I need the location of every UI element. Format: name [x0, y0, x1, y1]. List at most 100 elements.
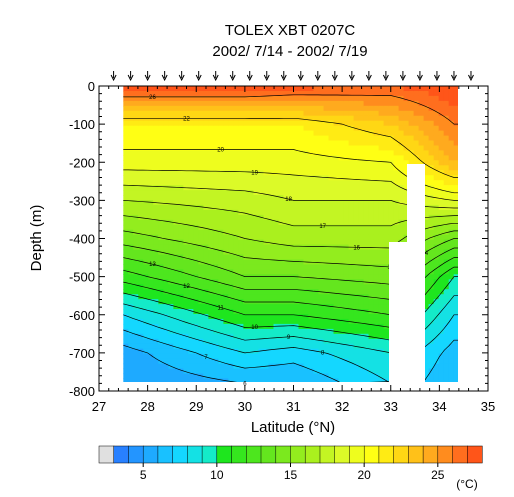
field-cell — [138, 190, 144, 196]
field-cell — [423, 328, 430, 335]
field-cell — [188, 338, 194, 345]
field-cell — [283, 125, 290, 132]
field-cell — [293, 299, 300, 305]
field-cell — [358, 224, 365, 231]
field-cell — [443, 160, 450, 166]
field-cell — [153, 160, 159, 166]
field-cell — [223, 284, 229, 290]
field-cell — [288, 105, 295, 112]
field-cell — [263, 145, 270, 152]
field-cell — [158, 165, 164, 171]
field-cell — [428, 274, 435, 280]
field-cell — [238, 160, 244, 166]
field-cell — [173, 378, 179, 382]
field-cell — [138, 160, 144, 166]
field-cell — [143, 239, 149, 246]
field-cell — [138, 264, 144, 270]
field-cell — [328, 373, 335, 380]
field-cell — [258, 160, 265, 166]
field-cell — [373, 328, 380, 335]
field-cell — [178, 135, 184, 142]
field-cell — [373, 110, 380, 117]
field-cell — [313, 200, 320, 206]
field-cell — [378, 333, 385, 340]
field-cell — [128, 309, 134, 315]
field-cell — [283, 219, 290, 226]
field-cell — [328, 363, 335, 370]
field-cell — [308, 170, 315, 176]
field-cell — [198, 279, 204, 285]
field-cell — [373, 373, 380, 380]
field-cell — [363, 135, 370, 142]
field-cell — [223, 358, 229, 365]
field-cell — [398, 145, 405, 152]
field-cell — [183, 338, 189, 345]
field-cell — [198, 95, 204, 102]
field-cell — [168, 373, 174, 380]
field-cell — [433, 219, 440, 226]
field-cell — [373, 214, 380, 221]
field-cell — [378, 110, 385, 117]
field-cell — [443, 91, 450, 97]
field-cell — [258, 338, 265, 345]
field-cell — [138, 358, 144, 365]
field-cell — [288, 244, 295, 251]
field-cell — [143, 333, 149, 340]
field-cell — [168, 309, 174, 315]
field-cell — [193, 120, 199, 127]
field-cell — [433, 289, 440, 295]
field-cell — [143, 86, 149, 92]
field-cell — [353, 304, 360, 310]
field-cell — [173, 294, 179, 300]
field-cell — [363, 125, 370, 132]
field-cell — [133, 289, 139, 295]
field-cell — [363, 110, 370, 117]
field-cell — [368, 229, 375, 236]
field-cell — [233, 279, 239, 285]
field-cell — [168, 249, 174, 256]
field-cell — [443, 264, 450, 270]
field-cell — [223, 91, 229, 97]
field-cell — [438, 348, 445, 355]
field-cell — [303, 175, 310, 181]
field-cell — [293, 269, 300, 275]
field-cell — [303, 284, 310, 290]
field-cell — [173, 363, 179, 370]
field-cell — [353, 299, 360, 305]
field-cell — [283, 180, 290, 186]
field-cell — [138, 244, 144, 251]
field-cell — [328, 155, 335, 161]
field-cell — [448, 209, 455, 216]
field-cell — [303, 269, 310, 275]
field-cell — [323, 100, 330, 107]
field-cell — [203, 239, 209, 246]
field-cell — [318, 125, 325, 132]
field-cell — [273, 145, 280, 152]
field-cell — [173, 180, 179, 186]
field-cell — [283, 155, 290, 161]
field-cell — [163, 353, 169, 360]
field-cell — [258, 244, 265, 251]
field-cell — [238, 294, 244, 300]
field-cell — [268, 135, 275, 142]
field-cell — [218, 259, 224, 266]
field-cell — [268, 358, 275, 365]
field-cell — [168, 338, 174, 345]
field-cell — [398, 86, 405, 92]
field-cell — [338, 239, 345, 246]
field-cell — [133, 190, 139, 196]
field-cell — [323, 249, 330, 256]
field-cell — [178, 100, 184, 107]
field-cell — [268, 314, 275, 320]
field-cell — [378, 353, 385, 360]
field-cell — [193, 264, 199, 270]
field-cell — [448, 234, 455, 241]
field-cell — [298, 294, 305, 300]
field-cell — [123, 135, 129, 142]
field-cell — [428, 185, 435, 191]
field-cell — [383, 100, 390, 107]
field-cell — [273, 309, 280, 315]
field-cell — [198, 145, 204, 152]
y-tick-label: -600 — [69, 308, 95, 323]
field-cell — [423, 348, 430, 355]
